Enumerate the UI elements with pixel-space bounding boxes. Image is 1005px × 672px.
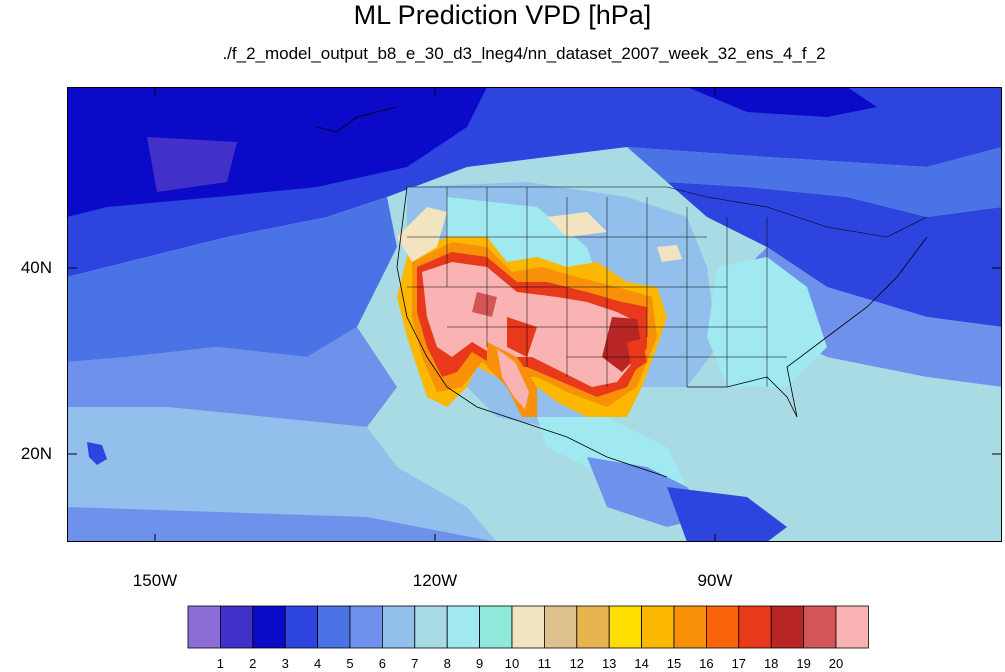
colorbar-swatch (673, 605, 707, 649)
colorbar-swatch (381, 605, 416, 649)
colorbar (187, 605, 869, 656)
colorbar-swatch (317, 605, 351, 649)
map-title: ML Prediction VPD [hPa] (353, 0, 652, 30)
colorbar-tick-label: 11 (537, 656, 552, 671)
colorbar-swatch (252, 605, 286, 649)
colorbar-swatch (446, 605, 481, 649)
lon-label-90w: 90W (697, 571, 733, 590)
colorbar-tick-label: 9 (475, 656, 484, 671)
colorbar-tick-label: 10 (504, 656, 520, 671)
colorbar-swatch (608, 605, 643, 649)
colorbar-tick-label: 16 (699, 656, 714, 671)
colorbar-tick-label: 18 (763, 656, 779, 671)
colorbar-swatch (349, 605, 383, 649)
colorbar-swatch (803, 605, 837, 649)
lon-label-150w: 150W (132, 571, 178, 590)
vpd-map (67, 87, 1002, 542)
colorbar-tick-label: 7 (411, 656, 419, 671)
colorbar-swatch (187, 605, 221, 649)
colorbar-swatch (511, 605, 545, 649)
colorbar-swatch (770, 605, 805, 649)
colorbar-tick-label: 3 (281, 656, 289, 671)
colorbar-swatch (576, 605, 610, 649)
lon-label-120w: 120W (412, 571, 458, 590)
colorbar-tick-label: 13 (601, 656, 617, 671)
colorbar-tick-label: 4 (313, 656, 322, 671)
colorbar-tick-label: 17 (731, 656, 747, 671)
colorbar-swatch (479, 605, 513, 649)
colorbar-swatch (414, 605, 448, 649)
lat-label-40n: 40N (20, 258, 52, 277)
colorbar-swatch (543, 605, 578, 649)
colorbar-tick-label: 12 (569, 656, 585, 671)
colorbar-tick-label: 19 (796, 656, 811, 671)
colorbar-tick-label: 1 (216, 656, 224, 671)
colorbar-tick-label: 5 (346, 656, 354, 671)
map-subtitle: ./f_2_model_output_b8_e_30_d3_lneg4/nn_d… (222, 44, 826, 63)
colorbar-swatch (641, 605, 675, 649)
colorbar-tick-label: 20 (828, 656, 844, 671)
colorbar-tick-label: 2 (249, 656, 257, 671)
lat-label-20n: 20N (20, 444, 52, 463)
colorbar-tick-label: 14 (634, 656, 649, 671)
colorbar-swatch (220, 605, 254, 649)
colorbar-swatch (284, 605, 318, 649)
colorbar-tick-label: 6 (378, 656, 386, 671)
colorbar-swatch (835, 605, 869, 649)
colorbar-swatch (738, 605, 772, 649)
colorbar-tick-label: 8 (443, 656, 451, 671)
colorbar-swatch (706, 605, 740, 649)
colorbar-tick-label: 15 (666, 656, 682, 671)
